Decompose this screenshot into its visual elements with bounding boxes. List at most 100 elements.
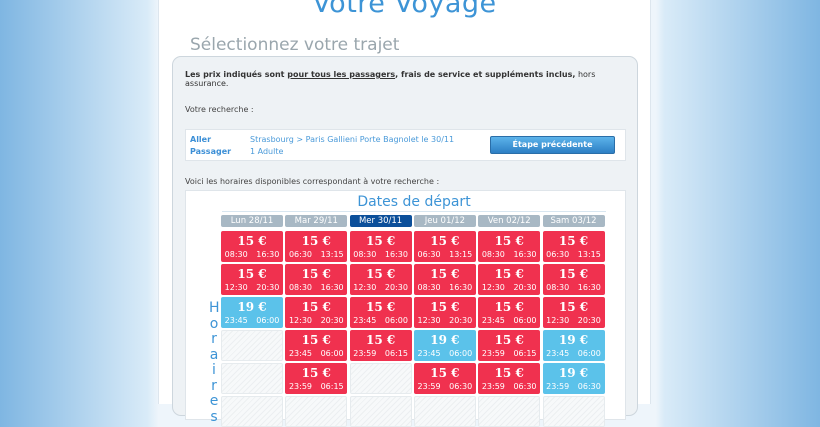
aller-value: Strasbourg > Paris Gallieni Porte Bagnol… bbox=[250, 135, 455, 144]
trip-option[interactable]: 15 € 12:30 20:30 bbox=[478, 264, 541, 295]
day-tab[interactable]: Mer 30/11 bbox=[349, 215, 412, 227]
trip-option[interactable]: 15 € 23:45 06:00 bbox=[285, 330, 348, 361]
trip-option[interactable]: 19 € 23:59 06:30 bbox=[542, 363, 605, 394]
trip-price: 15 € bbox=[301, 234, 331, 248]
trip-times: 23:45 06:00 bbox=[543, 349, 605, 358]
arrival-time: 06:30 bbox=[577, 382, 601, 391]
trip-option[interactable]: 15 € 08:30 16:30 bbox=[478, 231, 541, 262]
trip-option[interactable]: 15 € 06:30 13:15 bbox=[413, 231, 476, 262]
trip-price: 15 € bbox=[558, 300, 589, 314]
empty-slot bbox=[285, 396, 348, 427]
trip-price: 15 € bbox=[558, 234, 589, 248]
trip-times: 06:30 13:15 bbox=[543, 250, 605, 259]
day-tab[interactable]: Sam 03/12 bbox=[542, 215, 605, 227]
departure-time: 23:45 bbox=[353, 316, 377, 325]
trip-option[interactable]: 15 € 23:59 06:15 bbox=[285, 363, 348, 394]
trip-option[interactable]: 15 € 06:30 13:15 bbox=[542, 231, 605, 262]
departure-time: 23:45 bbox=[417, 349, 441, 358]
empty-slot bbox=[413, 396, 476, 427]
trip-option[interactable]: 15 € 08:30 16:30 bbox=[413, 264, 476, 295]
day-tab[interactable]: Lun 28/11 bbox=[221, 215, 283, 227]
trip-option[interactable]: 15 € 12:30 20:30 bbox=[221, 264, 283, 295]
departure-time: 12:30 bbox=[224, 283, 248, 292]
trip-price: 15 € bbox=[494, 267, 524, 281]
trip-option[interactable]: 15 € 08:30 16:30 bbox=[221, 231, 283, 262]
passager-value: 1 Adulte bbox=[250, 147, 284, 156]
arrival-time: 06:15 bbox=[320, 382, 344, 391]
departure-time: 06:30 bbox=[417, 250, 441, 259]
trip-option[interactable]: 15 € 06:30 13:15 bbox=[285, 231, 348, 262]
empty-slot bbox=[478, 396, 541, 427]
arrival-time: 20:30 bbox=[449, 316, 473, 325]
trip-times: 06:30 13:15 bbox=[414, 250, 476, 259]
trip-price: 15 € bbox=[430, 366, 460, 380]
departure-time: 23:59 bbox=[288, 382, 313, 391]
empty-slot bbox=[221, 330, 283, 361]
trip-price: 15 € bbox=[365, 267, 396, 281]
trip-option[interactable]: 15 € 12:30 20:30 bbox=[349, 264, 412, 295]
trip-times: 08:30 16:30 bbox=[285, 283, 347, 292]
empty-slot bbox=[349, 396, 412, 427]
departure-time: 08:30 bbox=[417, 283, 441, 292]
day-tab[interactable]: Jeu 01/12 bbox=[413, 215, 476, 227]
trip-price: 15 € bbox=[494, 300, 524, 314]
trip-times: 12:30 20:30 bbox=[478, 283, 540, 292]
empty-slot bbox=[349, 363, 412, 394]
departure-time: 23:45 bbox=[546, 349, 570, 358]
trip-times: 23:59 06:30 bbox=[478, 382, 540, 391]
trip-option[interactable]: 15 € 12:30 20:30 bbox=[285, 297, 348, 328]
trip-option[interactable]: 15 € 08:30 16:30 bbox=[349, 231, 412, 262]
arrival-time: 06:30 bbox=[513, 382, 537, 391]
trip-times: 12:30 20:30 bbox=[543, 316, 605, 325]
day-tab[interactable]: Ven 02/12 bbox=[478, 215, 541, 227]
trip-price: 15 € bbox=[494, 366, 524, 380]
day-tab[interactable]: Mar 29/11 bbox=[285, 215, 348, 227]
trip-option[interactable]: 15 € 12:30 20:30 bbox=[542, 297, 605, 328]
trip-price: 15 € bbox=[237, 234, 267, 248]
trip-price: 15 € bbox=[365, 300, 396, 314]
trip-price: 15 € bbox=[301, 300, 331, 314]
notice-suffix: hors assurance. bbox=[185, 70, 596, 88]
trip-option[interactable]: 15 € 23:59 06:15 bbox=[349, 330, 412, 361]
trip-option[interactable]: 15 € 23:59 06:30 bbox=[413, 363, 476, 394]
trip-times: 23:45 06:00 bbox=[414, 349, 476, 358]
trip-option[interactable]: 15 € 08:30 16:30 bbox=[285, 264, 348, 295]
trip-option[interactable]: 19 € 23:45 06:00 bbox=[413, 330, 476, 361]
departure-time: 08:30 bbox=[353, 250, 377, 259]
trip-times: 12:30 20:30 bbox=[221, 283, 283, 292]
arrival-time: 20:30 bbox=[256, 283, 280, 292]
trip-selection-box: Les prix indiqués sont pour tous les pas… bbox=[172, 56, 638, 427]
departure-time: 08:30 bbox=[288, 283, 313, 292]
calendar-title: Dates de départ bbox=[222, 194, 606, 212]
trip-option[interactable]: 15 € 23:59 06:15 bbox=[478, 330, 541, 361]
departure-time: 08:30 bbox=[224, 250, 248, 259]
trip-times: 12:30 20:30 bbox=[350, 283, 412, 292]
trip-option[interactable]: 15 € 23:45 06:00 bbox=[349, 297, 412, 328]
departure-time: 23:59 bbox=[481, 349, 505, 358]
trip-times: 23:45 06:00 bbox=[350, 316, 412, 325]
arrival-time: 13:15 bbox=[449, 250, 473, 259]
previous-step-button[interactable]: Étape précédente bbox=[490, 136, 615, 154]
trip-option[interactable]: 15 € 08:30 16:30 bbox=[542, 264, 605, 295]
departure-time: 06:30 bbox=[546, 250, 570, 259]
trip-option[interactable]: 15 € 12:30 20:30 bbox=[413, 297, 476, 328]
trip-option[interactable]: 19 € 23:45 06:00 bbox=[542, 330, 605, 361]
trip-option[interactable]: 19 € 23:45 06:00 bbox=[221, 297, 283, 328]
departure-time: 23:59 bbox=[417, 382, 441, 391]
trip-times: 23:45 06:00 bbox=[221, 316, 283, 325]
price-notice: Les prix indiqués sont pour tous les pas… bbox=[185, 70, 637, 88]
departure-time: 12:30 bbox=[481, 283, 505, 292]
trip-price: 19 € bbox=[430, 333, 460, 347]
arrival-time: 16:30 bbox=[320, 283, 344, 292]
trip-times: 23:59 06:15 bbox=[478, 349, 540, 358]
trip-option[interactable]: 15 € 23:59 06:30 bbox=[478, 363, 541, 394]
trip-times: 12:30 20:30 bbox=[285, 316, 347, 325]
trip-option[interactable]: 15 € 23:45 06:00 bbox=[478, 297, 541, 328]
trip-times: 08:30 16:30 bbox=[350, 250, 412, 259]
empty-slot bbox=[221, 396, 283, 427]
trip-price: 19 € bbox=[237, 300, 267, 314]
search-summary: Aller Strasbourg > Paris Gallieni Porte … bbox=[185, 129, 626, 161]
arrival-time: 16:30 bbox=[449, 283, 473, 292]
